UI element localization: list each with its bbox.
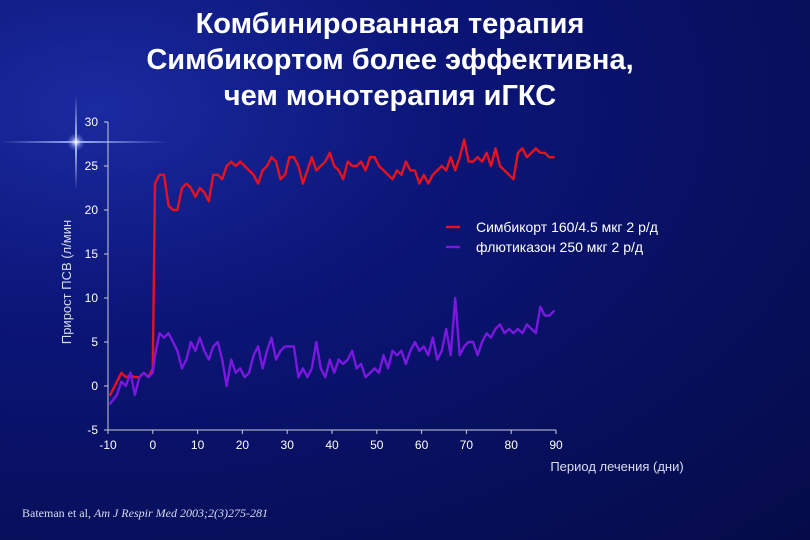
x-axis-label: Период лечения (дни) — [550, 459, 683, 474]
x-tick-label: 70 — [460, 438, 474, 452]
slide-title-line-3: чем монотерапия иГКС — [223, 80, 557, 112]
lens-flare-center — [67, 133, 85, 151]
x-tick-label: 50 — [370, 438, 384, 452]
series-line-2 — [108, 296, 555, 405]
citation-authors: Bateman et al, — [22, 506, 91, 520]
slide-title-line-1: Комбинированная терапия — [195, 8, 585, 40]
y-tick-label: 30 — [85, 115, 99, 129]
y-tick-label: 20 — [85, 203, 99, 217]
x-tick-label: 80 — [505, 438, 519, 452]
citation: Bateman et al, Am J Respir Med 2003;2(3)… — [22, 506, 268, 521]
y-tick-label: 5 — [91, 335, 98, 349]
x-tick-label: 30 — [281, 438, 295, 452]
x-tick-label: 40 — [325, 438, 339, 452]
x-tick-label: 10 — [191, 438, 205, 452]
legend-label-1: Симбикорт 160/4.5 мкг 2 р/д — [476, 219, 658, 235]
x-tick-label: 60 — [415, 438, 429, 452]
lens-flare-horizontal — [0, 141, 170, 143]
y-tick-label: 0 — [91, 379, 98, 393]
x-tick-label: 0 — [149, 438, 156, 452]
y-tick-label: 10 — [85, 291, 99, 305]
chart-series-layer — [108, 138, 555, 405]
y-tick-label: 15 — [85, 247, 99, 261]
y-tick-label: -5 — [87, 423, 98, 437]
y-axis-label: Прирост ПСВ (л/мин — [59, 220, 74, 344]
slide-title: Комбинированная терапия Симбикортом боле… — [80, 6, 700, 114]
chart-legend: Симбикорт 160/4.5 мкг 2 р/д флютиказон 25… — [446, 219, 658, 255]
x-tick-label: 90 — [549, 438, 563, 452]
slide-title-line-2: Симбикортом более эффективна, — [146, 44, 634, 76]
citation-journal: Am J Respir Med 2003;2(3)275-281 — [93, 506, 268, 520]
legend-label-2: флютиказон 250 мкг 2 р/д — [476, 239, 643, 255]
series-line-1 — [108, 138, 555, 396]
x-tick-label: 20 — [236, 438, 250, 452]
y-tick-label: 25 — [85, 159, 99, 173]
x-tick-label: -10 — [99, 438, 117, 452]
